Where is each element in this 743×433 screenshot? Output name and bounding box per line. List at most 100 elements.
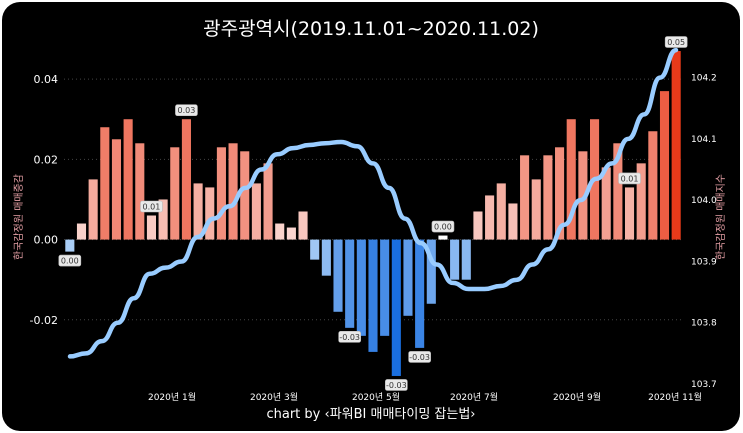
y-right-tick-label: 104.2 — [691, 74, 717, 84]
data-label-text: -0.03 — [386, 381, 407, 390]
data-label-text: 0.00 — [434, 223, 452, 232]
line-series — [67, 47, 679, 359]
data-label-text: 0.01 — [621, 174, 639, 183]
y-right-tick-label: 104.0 — [691, 196, 717, 206]
bar — [461, 239, 471, 280]
bar — [531, 179, 541, 240]
bar — [205, 187, 215, 240]
bar — [415, 239, 425, 348]
bar — [146, 215, 157, 240]
y-right-tick-label: 103.7 — [691, 380, 717, 390]
chart-caption: chart by ‹파워BI 매매타이밍 잡는법› — [266, 407, 475, 422]
bar — [578, 151, 588, 240]
x-tick-label: 2020년 5월 — [352, 391, 400, 403]
x-tick-label: 2020년 7월 — [450, 391, 498, 403]
x-tick-label: 2020년 1월 — [148, 391, 196, 403]
data-label-text: 0.01 — [143, 203, 161, 212]
data-label: 0.00 — [431, 220, 455, 233]
bar — [135, 143, 145, 240]
data-label-box — [175, 104, 198, 117]
data-label-box — [385, 379, 408, 391]
y-right-tick-label: 103.9 — [691, 257, 717, 267]
bar — [240, 151, 250, 240]
y-left-axis-title: 한국감정원 매매증감 — [13, 174, 25, 260]
data-label-box — [408, 351, 431, 363]
bar — [438, 235, 448, 240]
chart-title: 광주광역시(2019.11.01~2020.11.02) — [203, 18, 539, 40]
axes: 0.04 0.02 0.00 -0.02 104.2 104.1 104.0 103.9 103… — [30, 73, 718, 403]
x-tick-label: 2020년 11월 — [648, 391, 702, 403]
bar — [321, 239, 331, 276]
y-right-tick-label: 104.1 — [691, 135, 717, 145]
bar — [88, 179, 98, 240]
data-label: 0.01 — [618, 172, 641, 185]
bar — [426, 239, 436, 304]
bar — [450, 239, 460, 280]
y-left-tick-label: 0.02 — [34, 153, 59, 166]
data-label: 0.01 — [140, 200, 163, 213]
bar — [356, 239, 366, 336]
bar — [671, 51, 681, 240]
bar — [601, 167, 611, 240]
data-label-box — [664, 36, 688, 48]
data-label-box — [431, 220, 455, 233]
data-label: 0.05 — [664, 36, 688, 48]
data-label-text: 0.00 — [61, 257, 79, 266]
bar — [520, 155, 530, 240]
bar — [496, 183, 506, 240]
bar — [391, 239, 401, 376]
bar — [158, 199, 168, 240]
bar — [543, 155, 553, 240]
y-left-tick-label: -0.02 — [30, 314, 58, 327]
bar — [345, 239, 355, 328]
data-label: 0.03 — [175, 104, 198, 117]
bar — [123, 119, 133, 240]
data-label: 0.00 — [58, 254, 82, 267]
bar — [286, 227, 296, 240]
bar — [508, 203, 518, 240]
y-left-tick-label: 0.00 — [34, 234, 59, 247]
bar — [380, 239, 390, 336]
bar — [100, 127, 110, 240]
bar — [65, 239, 75, 252]
bar — [555, 147, 565, 240]
bar — [624, 187, 635, 240]
y-right-axis-title: 한국감정원 매매지수 — [715, 174, 727, 260]
x-tick-label: 2020년 9월 — [553, 391, 601, 403]
data-label-box — [338, 331, 361, 343]
bar — [613, 143, 623, 240]
bar — [76, 223, 87, 240]
data-label: -0.03 — [338, 331, 361, 343]
bar-series — [65, 51, 681, 376]
bar — [403, 239, 413, 316]
bar — [251, 183, 261, 240]
x-tick-label: 2020년 3월 — [250, 391, 298, 403]
data-label-box — [140, 200, 163, 213]
data-label-text: -0.03 — [409, 353, 430, 362]
bar — [275, 223, 285, 240]
bar — [228, 143, 238, 240]
bar — [298, 211, 308, 240]
bar — [636, 163, 646, 240]
bar — [659, 91, 670, 240]
data-label-box — [58, 254, 82, 267]
data-label-text: 0.05 — [667, 38, 685, 47]
index-line — [67, 47, 679, 359]
bar — [485, 195, 495, 240]
data-label-text: -0.03 — [339, 333, 360, 342]
bar — [216, 147, 226, 240]
data-labels: 0.00 0.01 0.03 -0.03 -0.03 -0.03 0.00 0.01 0.05 — [58, 36, 688, 391]
bar — [368, 239, 378, 352]
data-label: -0.03 — [385, 379, 408, 391]
data-label-text: 0.03 — [178, 106, 196, 115]
bar — [473, 211, 483, 240]
y-right-tick-label: 103.8 — [691, 319, 717, 329]
bar — [170, 147, 180, 240]
bar — [310, 239, 320, 260]
y-left-tick-label: 0.04 — [34, 73, 59, 86]
bar — [181, 119, 191, 240]
bar — [193, 183, 203, 240]
data-label-box — [618, 172, 641, 185]
